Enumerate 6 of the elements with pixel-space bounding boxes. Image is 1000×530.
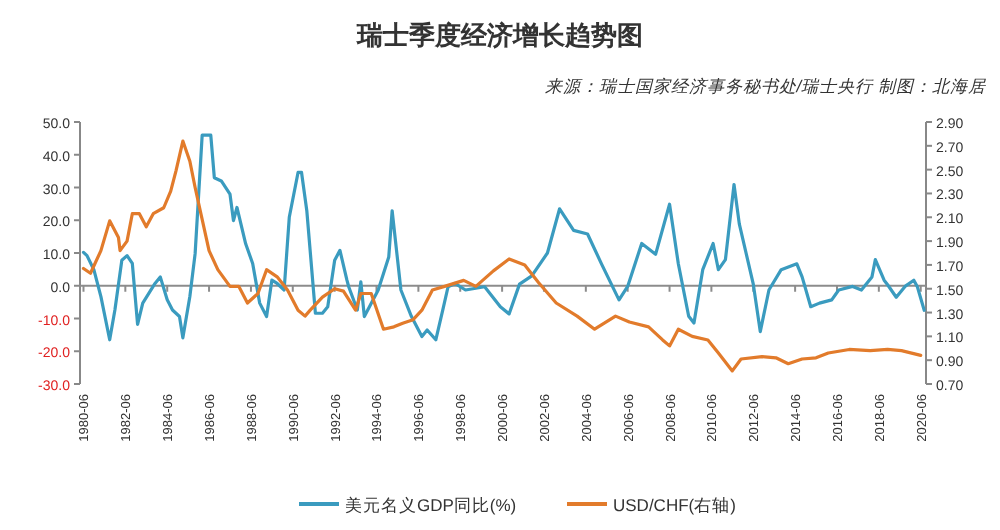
chart-title: 瑞士季度经济增长趋势图 [355,20,643,50]
line-series [81,139,923,373]
source-note: 来源：瑞士国家经济事务秘书处/瑞士央行 制图：北海居 [544,76,988,96]
legend-label: USD/CHF(右轴) [613,495,737,515]
line-series [81,133,926,342]
legend-label: 美元名义GDP同比(%) [345,495,517,515]
